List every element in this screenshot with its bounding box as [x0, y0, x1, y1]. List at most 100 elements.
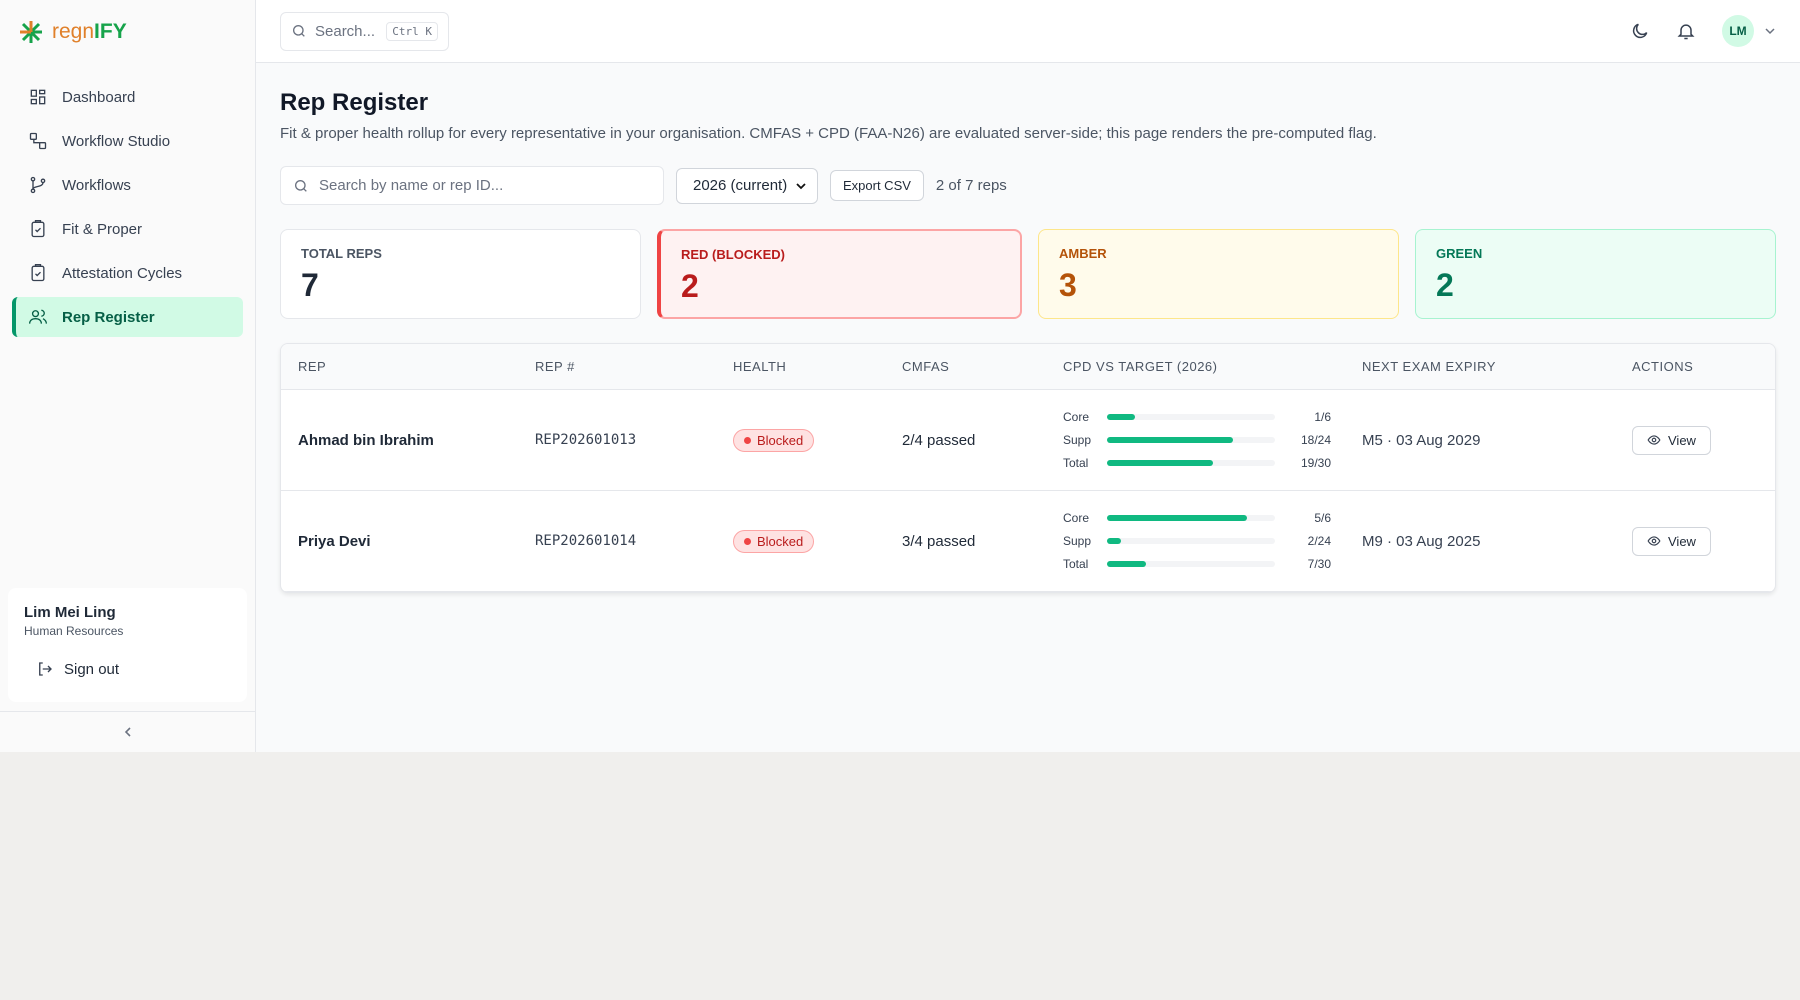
cpd-row: Total 19/30: [1063, 456, 1345, 470]
nav-label: Attestation Cycles: [62, 264, 183, 282]
cpd-label: 2/24: [1307, 534, 1331, 548]
cpd-track: [1107, 515, 1275, 521]
nav-label: Workflows: [62, 176, 131, 194]
cpd-cell: Core 5/6 Supp 2/24 Total 7/30: [1046, 511, 1345, 571]
user-role: Human Resources: [24, 624, 124, 638]
content: Rep Register Fit & proper health rollup …: [256, 63, 1800, 593]
cpd-bar: [1107, 561, 1147, 567]
health-label: Blocked: [757, 432, 804, 448]
stat-card: TOTAL REPS 7: [280, 229, 641, 319]
stat-label: RED (BLOCKED): [681, 247, 785, 262]
search-placeholder: Search...: [315, 22, 376, 40]
stat-value: 7: [301, 267, 319, 303]
stat-label: AMBER: [1059, 246, 1107, 261]
sign-out[interactable]: Sign out: [24, 660, 231, 678]
cmfas: 2/4 passed: [902, 431, 976, 449]
stat-value: 2: [681, 268, 699, 304]
cpd-row: Core 5/6: [1063, 511, 1345, 525]
topbar-actions: LM: [1630, 15, 1776, 47]
notifications[interactable]: [1676, 21, 1696, 41]
health-cell: Blocked: [716, 428, 885, 452]
user-box: Lim Mei Ling Human Resources Sign out: [8, 588, 247, 702]
health-badge: Blocked: [733, 428, 815, 452]
nav-label: Fit & Proper: [62, 220, 143, 238]
column-header: ACTIONS: [1632, 359, 1694, 374]
cpd-row: Total 7/30: [1063, 557, 1345, 571]
rep-id: REP202601013: [535, 432, 637, 448]
cpd-name: Total: [1063, 456, 1089, 470]
stat-card: AMBER 3: [1038, 229, 1399, 319]
main: Search... Ctrl K LM Rep Register Fit & p…: [256, 0, 1800, 752]
cpd-label: 18/24: [1300, 433, 1331, 447]
rep-name: Priya Devi: [298, 532, 371, 550]
column-header: NEXT EXAM EXPIRY: [1362, 359, 1496, 374]
page-subtitle: Fit & proper health rollup for every rep…: [280, 125, 1377, 142]
view-button[interactable]: View: [1632, 425, 1711, 455]
health-cell: Blocked: [716, 529, 885, 553]
brand-suffix: IFY: [94, 19, 127, 43]
health-badge: Blocked: [733, 529, 815, 553]
nav-label: Dashboard: [62, 88, 136, 106]
collapse-button[interactable]: [0, 711, 255, 752]
stat-label: TOTAL REPS: [301, 246, 382, 261]
rep-id: REP202601014: [535, 533, 637, 549]
user-name: Lim Mei Ling: [24, 604, 116, 621]
cpd-track: [1107, 538, 1275, 544]
cpd-name: Core: [1063, 410, 1090, 424]
rep-search-placeholder: Search by name or rep ID...: [319, 177, 504, 194]
cpd-row: Supp 18/24: [1063, 433, 1345, 447]
column-header: REP: [298, 359, 327, 374]
brand-prefix: regn: [52, 19, 95, 43]
stats: TOTAL REPS 7 RED (BLOCKED) 2 AMBER 3 GREEN 2: [280, 229, 1776, 319]
export-button[interactable]: Export CSV: [830, 170, 924, 201]
cpd-label: 1/6: [1314, 410, 1331, 424]
view-label: View: [1668, 432, 1696, 448]
cpd-label: 7/30: [1307, 557, 1331, 571]
table-header: REP REP # HEALTH CMFAS CPD VS TARGET (2026) N…: [281, 344, 1775, 390]
health-label: Blocked: [757, 533, 804, 549]
nav-item[interactable]: Dashboard: [12, 77, 243, 117]
global-search[interactable]: Search... Ctrl K: [280, 11, 449, 51]
nav-item[interactable]: Workflow Studio: [12, 121, 243, 161]
stat-value: 2: [1436, 267, 1454, 303]
cmfas: 3/4 passed: [902, 532, 976, 550]
rep-count: 2 of 7 reps: [935, 177, 1007, 194]
cpd-name: Total: [1063, 557, 1089, 571]
rep-table: REP REP # HEALTH CMFAS CPD VS TARGET (2026) N…: [280, 343, 1776, 593]
theme-toggle[interactable]: [1630, 21, 1650, 41]
user-menu[interactable]: LM: [1722, 15, 1776, 47]
cpd-name: Core: [1063, 511, 1090, 525]
table-row: Ahmad bin Ibrahim REP202601013 Blocked 2/4 …: [281, 390, 1775, 491]
cpd-track: [1107, 561, 1275, 567]
table-row: Priya Devi REP202601014 Blocked 3/4 passed C…: [281, 491, 1775, 592]
logo: [20, 20, 42, 43]
rep-name: Ahmad bin Ibrahim: [298, 431, 434, 449]
cpd-track: [1107, 460, 1275, 466]
page-title: Rep Register: [280, 89, 429, 116]
avatar: LM: [1722, 15, 1754, 47]
nav-item[interactable]: Fit & Proper: [12, 209, 243, 249]
cpd-track: [1107, 414, 1275, 420]
year-value: 2026 (current): [693, 177, 788, 194]
view-button[interactable]: View: [1632, 526, 1711, 556]
nav-item[interactable]: Attestation Cycles: [12, 253, 243, 293]
year-select[interactable]: 2026 (current): [676, 167, 818, 204]
stat-value: 3: [1059, 267, 1077, 303]
column-header: REP #: [535, 359, 575, 374]
rep-search[interactable]: Search by name or rep ID...: [280, 166, 664, 205]
stat-label: GREEN: [1436, 246, 1483, 261]
cpd-row: Supp 2/24: [1063, 534, 1345, 548]
nav-item[interactable]: Rep Register: [12, 297, 243, 337]
stat-card: GREEN 2: [1415, 229, 1776, 319]
app: regnIFY Dashboard Workflow Studio Workflow…: [0, 0, 1800, 752]
brand[interactable]: regnIFY: [0, 0, 255, 63]
cpd-bar: [1107, 414, 1135, 420]
cpd-bar: [1107, 515, 1247, 521]
toolbar: Search by name or rep ID... 2026 (curren…: [280, 166, 1776, 205]
cpd-label: 19/30: [1300, 456, 1331, 470]
cpd-row: Core 1/6: [1063, 410, 1345, 424]
actions-cell: View: [1615, 425, 1775, 455]
nav-item[interactable]: Workflows: [12, 165, 243, 205]
